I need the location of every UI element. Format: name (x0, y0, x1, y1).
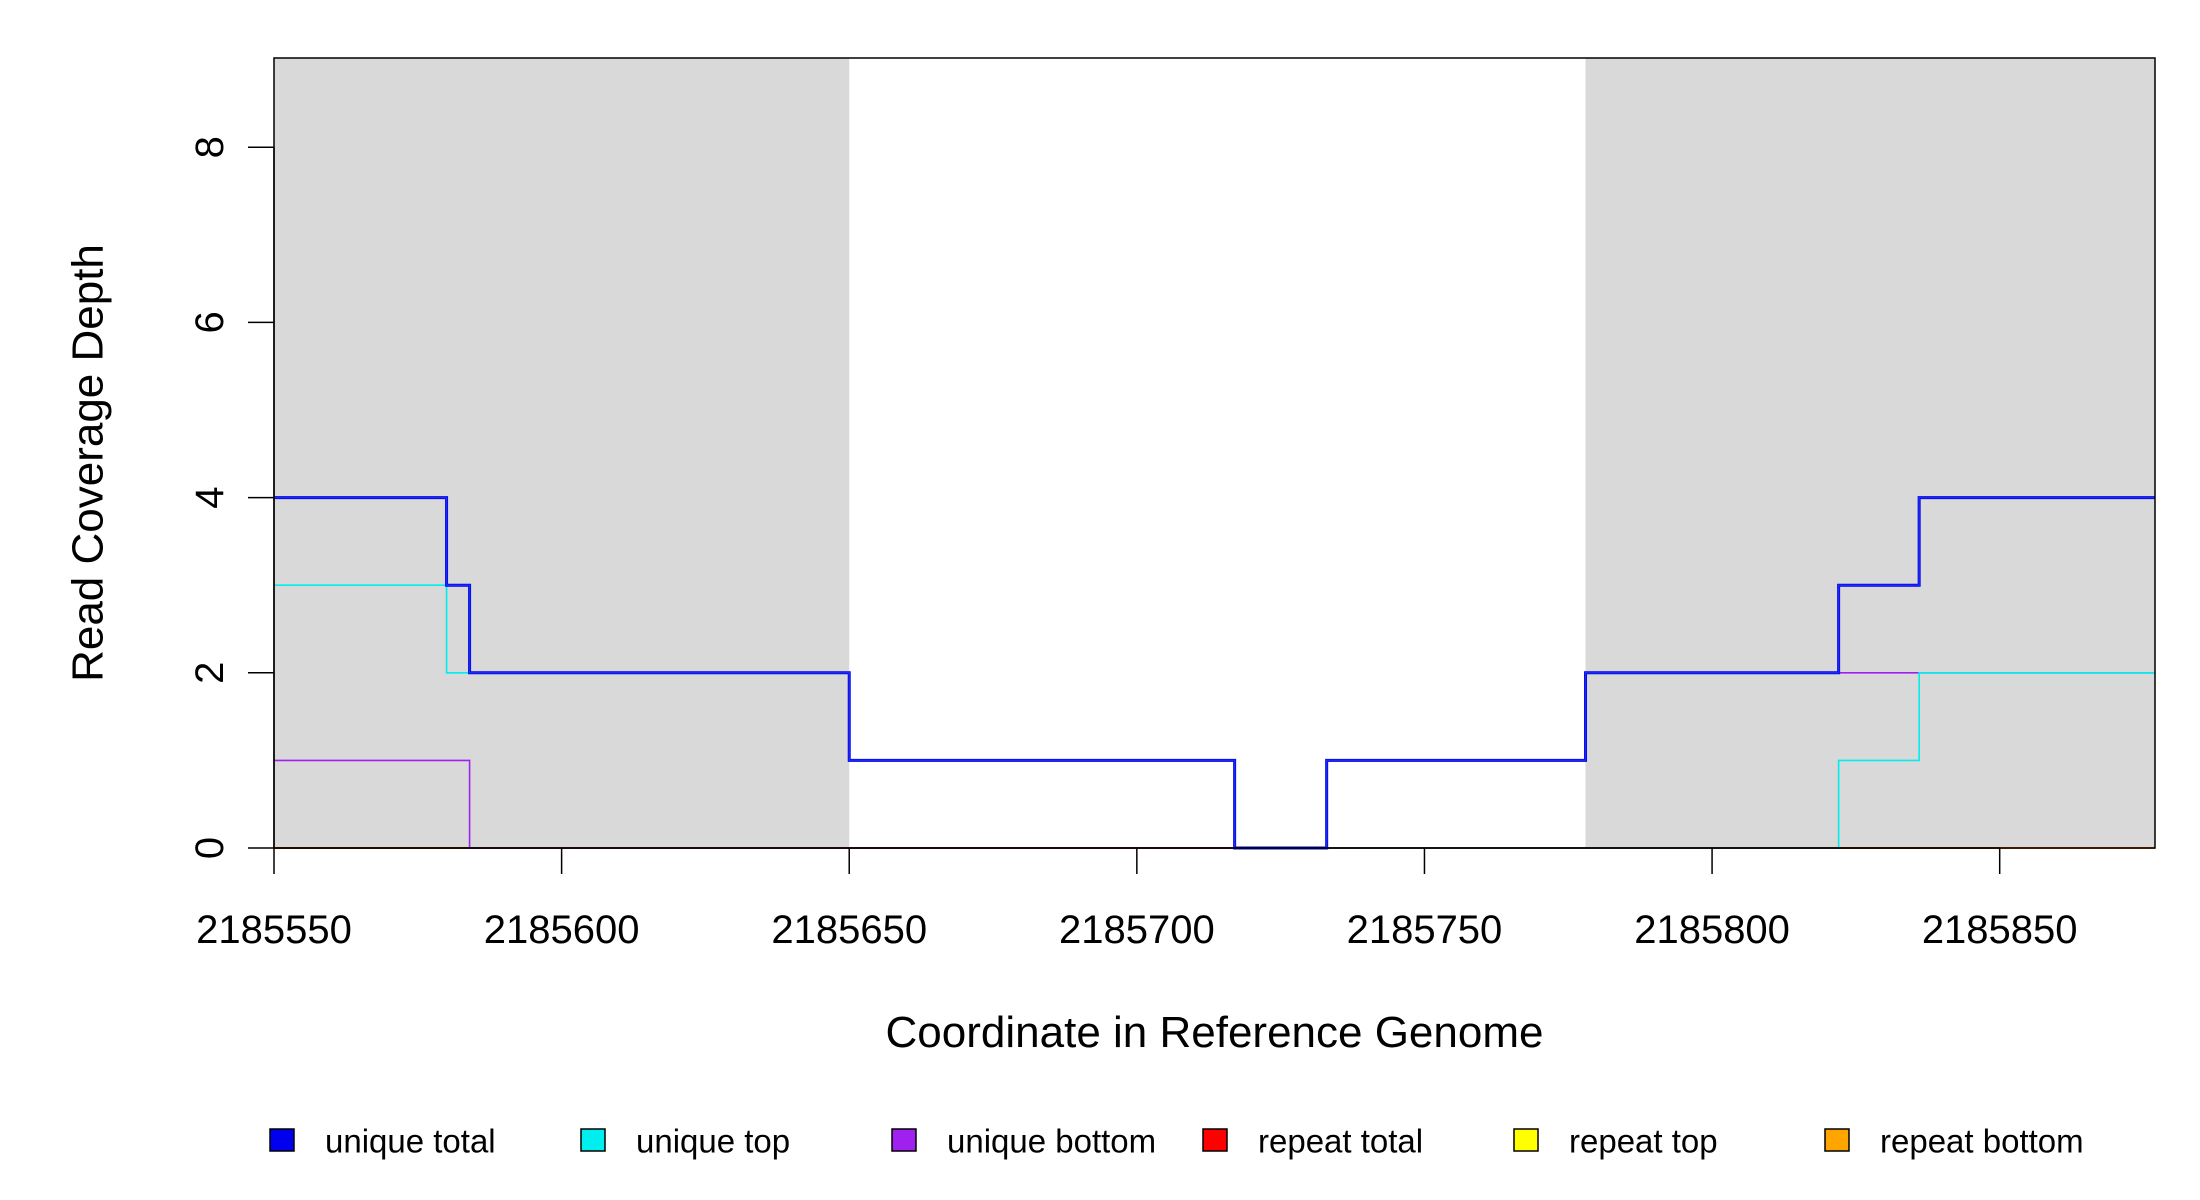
legend-swatch (580, 1128, 606, 1152)
legend-item-repeat-bottom: repeat bottom (1824, 1123, 2084, 1160)
x-tick-label: 2185800 (1634, 908, 1790, 952)
x-tick-label: 2185650 (771, 908, 927, 952)
y-tick-label: 8 (188, 136, 232, 158)
legend: unique total unique top unique bottom repea… (269, 1123, 2084, 1160)
shaded-region-2 (1585, 58, 2155, 848)
y-tick-label: 0 (188, 837, 232, 859)
y-tick-label: 4 (188, 486, 232, 508)
y-axis: 0 2 4 6 8 (188, 136, 275, 859)
x-axis: 2185550 2185600 2185650 2185700 2185750 21858… (196, 847, 2078, 952)
legend-label: repeat total (1258, 1123, 1423, 1160)
legend-label: repeat top (1569, 1123, 1718, 1160)
legend-swatch (269, 1128, 295, 1152)
x-tick-label: 2185600 (484, 908, 640, 952)
legend-label: repeat bottom (1880, 1123, 2084, 1160)
legend-item-unique-top: unique top (580, 1123, 790, 1160)
legend-item-repeat-total: repeat total (1202, 1123, 1423, 1160)
shaded-regions (274, 58, 2155, 848)
legend-label: unique top (636, 1123, 790, 1160)
y-axis-title: Read Coverage Depth (64, 244, 113, 682)
legend-swatch (1513, 1128, 1539, 1152)
x-tick-label: 2185550 (196, 908, 352, 952)
x-tick-label: 2185750 (1347, 908, 1503, 952)
legend-item-unique-bottom: unique bottom (891, 1123, 1156, 1160)
legend-label: unique bottom (947, 1123, 1156, 1160)
y-tick-label: 6 (188, 311, 232, 333)
shaded-region-1 (274, 58, 850, 848)
legend-swatch (891, 1128, 917, 1152)
y-tick-label: 2 (188, 662, 232, 684)
legend-swatch (1202, 1128, 1228, 1152)
legend-item-unique-total: unique total (269, 1123, 496, 1160)
legend-item-repeat-top: repeat top (1513, 1123, 1718, 1160)
legend-swatch (1824, 1128, 1850, 1152)
x-axis-title: Coordinate in Reference Genome (886, 1008, 1544, 1057)
legend-label: unique total (325, 1123, 496, 1160)
x-tick-label: 2185700 (1059, 908, 1215, 952)
x-tick-label: 2185850 (1922, 908, 2078, 952)
